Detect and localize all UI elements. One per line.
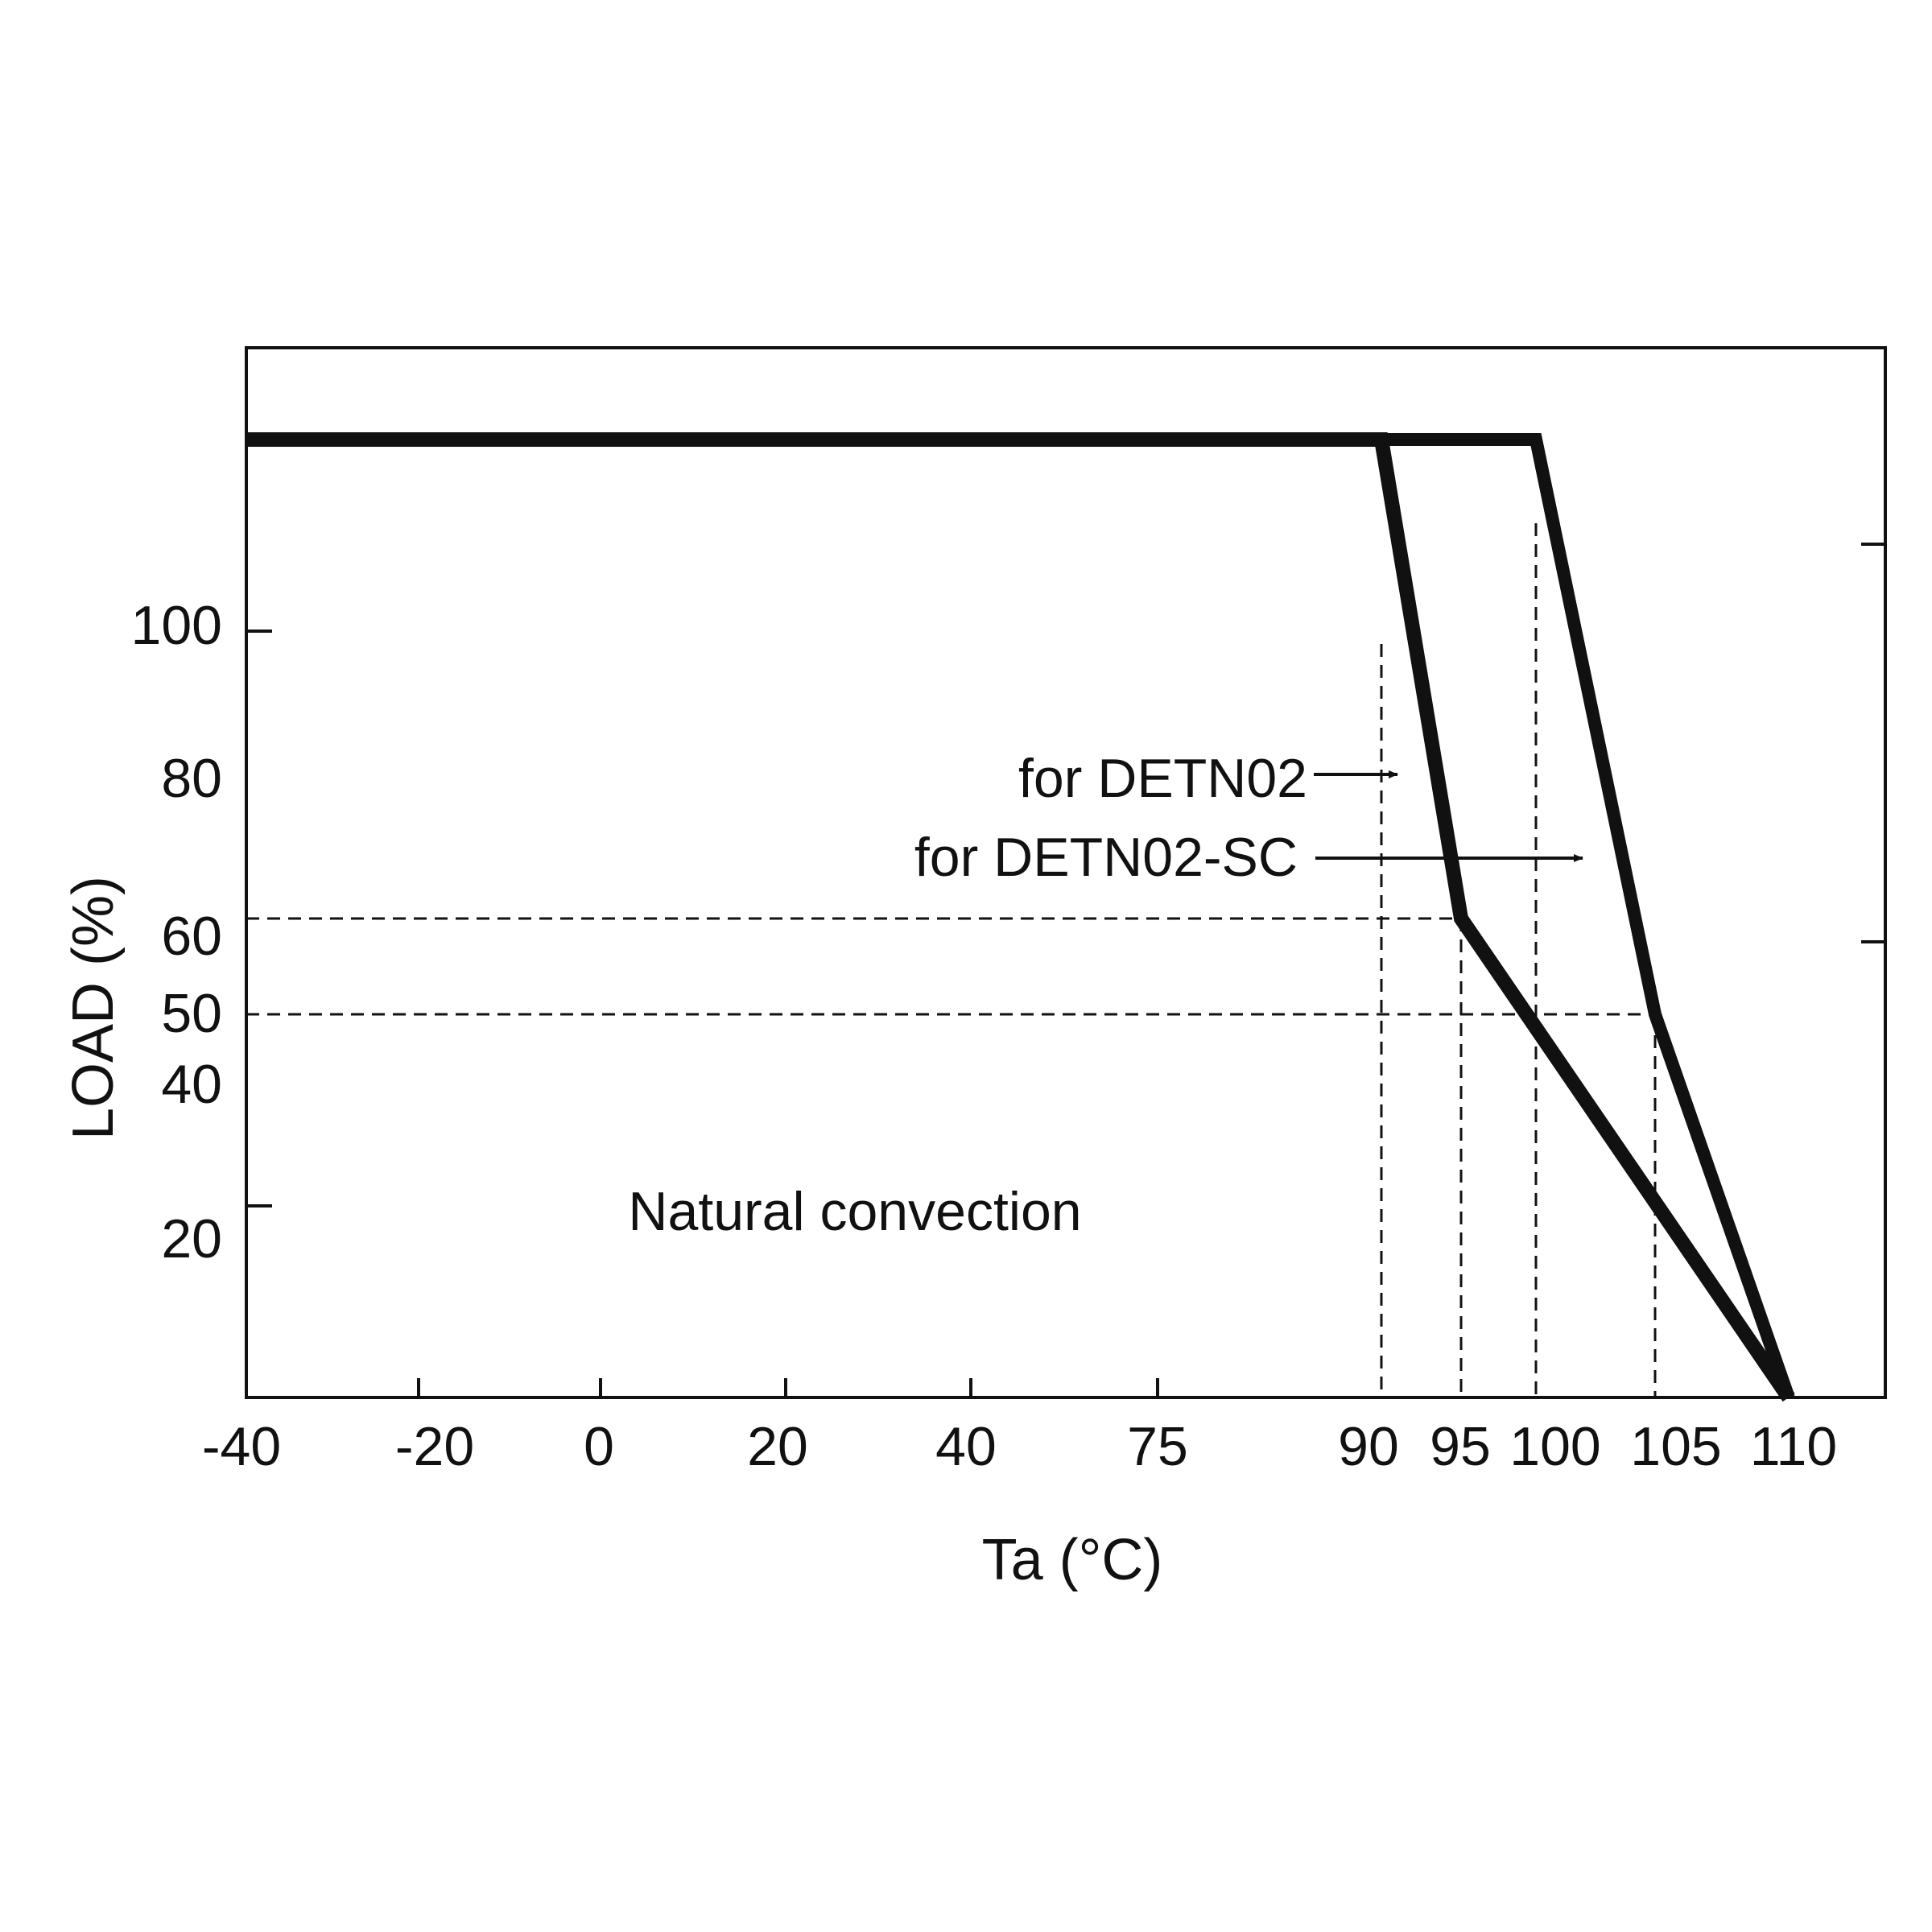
y-tick-label: 80 [161,748,222,809]
annotation-natural-convection: Natural convection [628,1181,1081,1242]
y-axis-title: LOAD (%) [61,876,126,1140]
x-tick-label: 40 [935,1416,997,1477]
y-tick-labels: 100 80 60 50 40 20 [131,595,222,1269]
x-tick-label: 105 [1630,1416,1721,1477]
series-label-detn02-sc: for DETN02-SC [914,827,1298,888]
x-tick-label: 90 [1338,1416,1399,1477]
series-line-detn02-sc [246,433,1795,1400]
reference-lines [246,523,1657,1397]
x-tick-label: -40 [202,1416,281,1477]
plot-frame [245,346,1887,1399]
y-tick-label: 60 [161,906,222,967]
y-tick-label: 40 [161,1054,222,1115]
series-label-detn02: for DETN02 [1018,748,1307,809]
x-tick-label: 20 [747,1416,808,1477]
x-tick-labels: -40 -20 0 20 40 75 90 95 100 105 110 [202,1416,1837,1477]
x-tick-label: 100 [1509,1416,1600,1477]
x-tick-label: 110 [1750,1416,1837,1477]
y-tick-label: 100 [131,595,222,656]
x-tick-label: 75 [1127,1416,1188,1477]
x-axis-title: Ta (°C) [982,1528,1163,1592]
series-lines [246,432,1795,1402]
y-tick-label: 20 [161,1208,222,1269]
x-tick-label: 0 [584,1416,614,1477]
y-tick-label: 50 [161,983,222,1044]
x-tick-label: 95 [1430,1416,1491,1477]
x-tick-label: -20 [395,1416,474,1477]
axis-ticks [246,543,1885,1397]
